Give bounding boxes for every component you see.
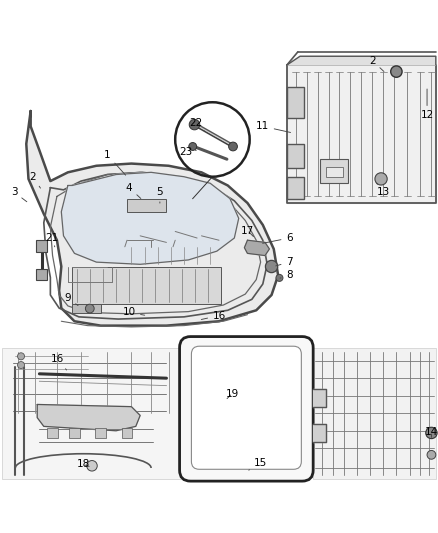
FancyBboxPatch shape (191, 346, 301, 469)
FancyBboxPatch shape (180, 336, 313, 481)
Circle shape (426, 427, 437, 439)
Text: 5: 5 (156, 187, 163, 203)
Polygon shape (26, 111, 278, 326)
Text: 12: 12 (420, 89, 434, 120)
Polygon shape (37, 405, 140, 431)
Bar (36, 240, 47, 253)
Text: 16: 16 (51, 354, 67, 370)
Polygon shape (287, 56, 436, 65)
Text: 9: 9 (64, 293, 78, 305)
Text: 10: 10 (123, 308, 145, 318)
Bar (287, 87, 304, 118)
Text: 21: 21 (45, 233, 58, 247)
Bar (69, 427, 80, 438)
Text: 7: 7 (276, 257, 293, 267)
Text: 23: 23 (180, 147, 196, 157)
Polygon shape (313, 389, 326, 407)
Circle shape (18, 361, 25, 368)
Text: 13: 13 (377, 183, 390, 197)
Circle shape (427, 450, 436, 459)
Polygon shape (61, 172, 239, 264)
Bar (287, 177, 304, 199)
Polygon shape (287, 65, 436, 203)
Bar (320, 159, 348, 183)
Text: 14: 14 (425, 427, 438, 438)
Bar (95, 427, 106, 438)
Bar (47, 427, 58, 438)
Bar (72, 266, 221, 304)
Text: 1: 1 (104, 150, 126, 175)
Circle shape (189, 119, 200, 130)
Circle shape (229, 142, 237, 151)
Bar (72, 304, 101, 313)
Text: 18: 18 (77, 459, 90, 470)
Bar (127, 199, 166, 212)
Text: 6: 6 (263, 233, 293, 244)
Bar (36, 269, 47, 280)
Bar (287, 144, 304, 168)
Bar (313, 348, 436, 479)
Text: 2: 2 (369, 55, 384, 71)
Text: 11: 11 (256, 122, 290, 133)
Text: 2: 2 (29, 172, 40, 188)
Circle shape (18, 353, 25, 360)
Bar (326, 167, 343, 177)
Text: 17: 17 (241, 225, 254, 237)
Circle shape (375, 173, 387, 185)
Text: 19: 19 (226, 389, 239, 399)
Circle shape (276, 274, 283, 281)
Text: 16: 16 (201, 311, 226, 320)
Circle shape (85, 304, 94, 313)
Text: 3: 3 (11, 187, 27, 201)
Bar (2, 348, 182, 479)
Circle shape (265, 260, 278, 273)
Circle shape (87, 461, 97, 471)
Text: 22: 22 (190, 118, 204, 131)
Circle shape (189, 142, 197, 150)
Text: 8: 8 (280, 270, 293, 280)
Polygon shape (244, 240, 269, 255)
Polygon shape (313, 424, 326, 442)
Circle shape (391, 66, 402, 77)
Bar (122, 427, 132, 438)
Text: 4: 4 (126, 183, 141, 198)
Text: 15: 15 (249, 458, 267, 470)
